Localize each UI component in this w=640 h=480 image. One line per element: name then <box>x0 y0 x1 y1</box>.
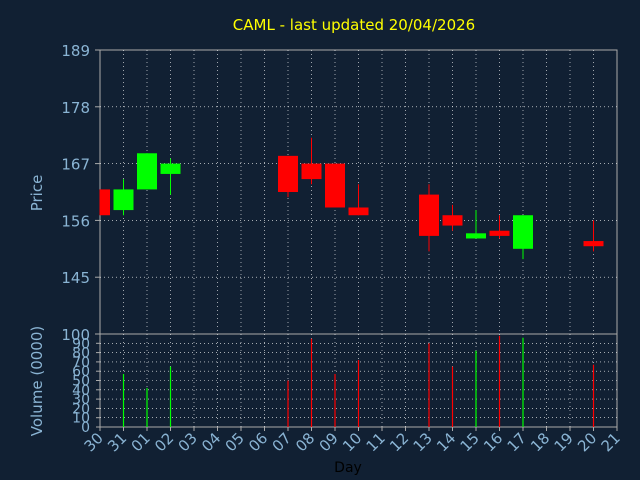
x-tick-label: 18 <box>527 429 553 455</box>
x-tick-label: 15 <box>457 429 483 455</box>
x-tick-label: 10 <box>339 429 365 455</box>
x-tick-label: 12 <box>386 429 412 455</box>
x-tick-label: 03 <box>175 429 201 455</box>
price-y-tick-label: 156 <box>61 212 90 230</box>
volume-y-tick-label: 90 <box>72 336 90 352</box>
x-tick-label: 21 <box>598 429 624 455</box>
price-y-tick-label: 145 <box>61 269 90 287</box>
price-y-tick-label: 189 <box>61 42 90 60</box>
candle-body <box>442 215 463 226</box>
volume-y-tick-label: 50 <box>72 374 90 390</box>
x-tick-label: 19 <box>551 429 577 455</box>
volume-bars <box>122 335 595 427</box>
price-grid <box>100 50 617 334</box>
volume-y-tick-label: 40 <box>72 383 90 399</box>
candle-body <box>348 207 369 216</box>
x-tick-label: 20 <box>574 429 600 455</box>
x-tick-label: 31 <box>104 429 130 455</box>
volume-y-tick-label: 70 <box>72 355 90 371</box>
price-y-ticks: 145 156 167 178 189 100 <box>61 42 100 344</box>
candle-body <box>301 163 322 180</box>
volume-y-tick-label: 20 <box>72 401 90 417</box>
volume-y-tick-label: 80 <box>72 346 90 362</box>
candle-body <box>100 189 110 216</box>
x-tick-label: 01 <box>128 429 154 455</box>
x-tick-label: 05 <box>222 429 248 455</box>
candle-body <box>489 230 510 236</box>
x-tick-label: 16 <box>480 429 506 455</box>
chart-title: CAML - last updated 20/04/2026 <box>233 16 475 34</box>
candle-body <box>113 189 134 211</box>
candle-body <box>419 194 439 236</box>
x-tick-label: 02 <box>151 429 177 455</box>
price-y-tick-label: 100 <box>61 326 90 344</box>
x-ticks: 3031010203040506070809101112131415161718… <box>81 427 624 455</box>
x-tick-label: 06 <box>245 429 271 455</box>
candle-body <box>466 233 486 239</box>
candle-body <box>160 163 181 174</box>
candle-body <box>137 153 157 190</box>
x-tick-label: 11 <box>363 429 389 455</box>
price-y-label: Price <box>28 175 46 212</box>
volume-y-tick-label: 30 <box>72 392 90 408</box>
x-tick-label: 17 <box>504 429 530 455</box>
volume-y-tick-label: 60 <box>72 364 90 380</box>
candle-body <box>278 155 298 192</box>
x-tick-label: 04 <box>198 429 224 455</box>
volume-y-tick-label: 0 <box>81 420 90 436</box>
volume-y-tick-label: 10 <box>72 411 90 427</box>
x-tick-label: 13 <box>410 429 436 455</box>
price-y-tick-label: 167 <box>61 156 90 174</box>
candle-body <box>513 215 533 249</box>
x-axis-label: Day <box>334 460 362 476</box>
x-tick-label: 14 <box>433 429 459 455</box>
candles <box>99 137 604 260</box>
x-tick-label: 08 <box>292 429 318 455</box>
x-tick-label: 09 <box>316 429 342 455</box>
volume-y-label: Volume (0000) <box>28 326 46 436</box>
price-y-tick-label: 178 <box>61 99 90 117</box>
candle-body <box>325 163 345 208</box>
candle-body <box>583 241 604 247</box>
x-tick-label: 07 <box>269 429 295 455</box>
